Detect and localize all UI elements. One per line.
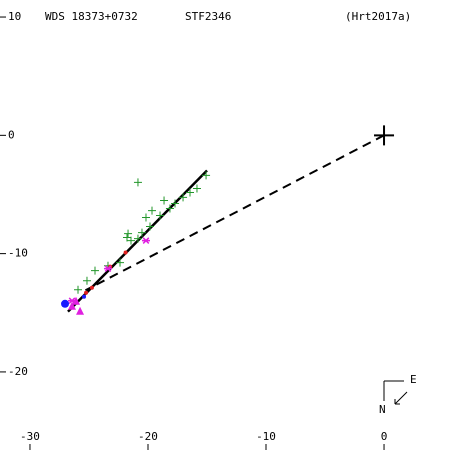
- plus-marker: [124, 229, 133, 238]
- plus-marker: [202, 171, 211, 180]
- plus-marker: [133, 178, 142, 187]
- plus-marker: [74, 285, 83, 294]
- plus-marker: [156, 211, 165, 220]
- x-tick-label: 0: [381, 430, 388, 443]
- header-wds: WDS 18373+0732: [45, 10, 138, 23]
- dot-marker: [89, 285, 94, 290]
- x-tick-label: -30: [20, 430, 40, 443]
- triangle-marker: [67, 301, 76, 310]
- plus-marker: [179, 193, 188, 202]
- x-tick-label: -10: [256, 430, 276, 443]
- plus-marker: [171, 199, 180, 208]
- y-tick-label: -10: [8, 247, 28, 260]
- plus-marker: [374, 125, 395, 146]
- dot-marker: [82, 294, 87, 299]
- asterisk-marker: [103, 265, 112, 272]
- y-tick-label: -20: [8, 365, 28, 378]
- compass-arrow: [394, 391, 408, 405]
- plus-marker: [186, 188, 195, 197]
- compass: E N: [379, 373, 417, 416]
- compass-n: N: [379, 403, 386, 416]
- plus-marker: [141, 213, 150, 222]
- header-name: STF2346: [185, 10, 231, 23]
- dot-marker: [123, 250, 128, 255]
- plus-marker: [91, 266, 100, 275]
- plus-marker: [165, 204, 174, 213]
- plus-marker: [116, 258, 125, 267]
- plus-marker: [82, 276, 91, 285]
- dashed-line: [84, 134, 385, 292]
- dot-marker: [61, 299, 70, 308]
- triangle-marker: [76, 306, 85, 315]
- x-tick-label: -20: [138, 430, 158, 443]
- plus-marker: [160, 196, 169, 205]
- y-tick-label: 10: [8, 10, 21, 23]
- asterisk-marker: [141, 237, 150, 244]
- plus-marker: [148, 206, 157, 215]
- compass-arrowhead: [394, 399, 400, 405]
- plus-marker: [126, 236, 135, 245]
- plus-marker: [146, 222, 154, 231]
- plus-marker: [137, 228, 146, 237]
- plus-marker: [122, 233, 131, 242]
- plus-marker: [133, 234, 142, 243]
- compass-e: E: [410, 373, 417, 386]
- y-tick-label: 0: [8, 128, 15, 141]
- triangle-marker: [72, 296, 81, 305]
- header-ref: (Hrt2017a): [345, 10, 411, 23]
- dot-marker: [84, 290, 89, 295]
- plus-marker: [192, 184, 201, 193]
